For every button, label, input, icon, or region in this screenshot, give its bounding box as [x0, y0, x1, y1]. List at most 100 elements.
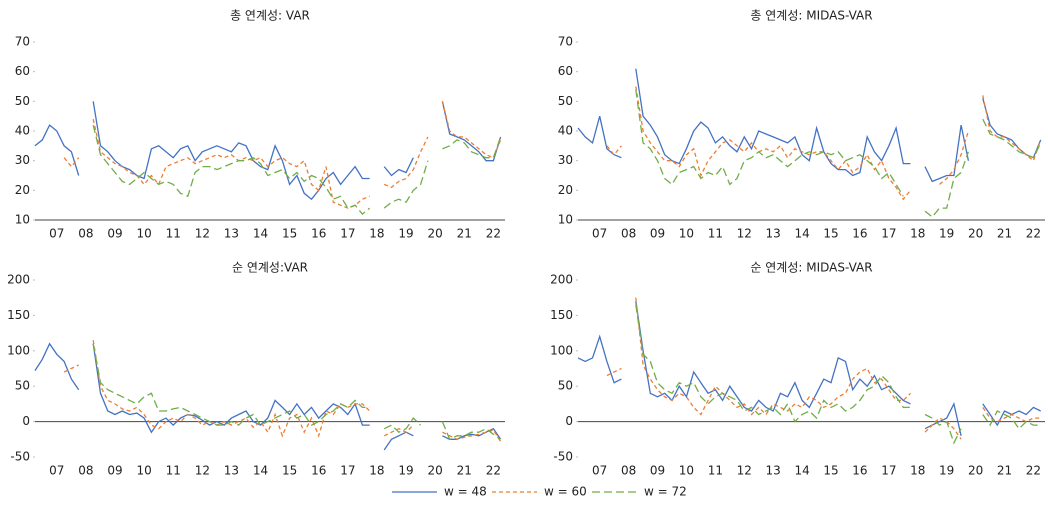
- y-tick-label: -50: [10, 450, 30, 464]
- y-tick-label: 0: [565, 414, 573, 428]
- x-tick-label: 20: [428, 464, 443, 478]
- x-tick-label: 16: [852, 227, 867, 241]
- x-tick-label: 10: [679, 464, 694, 478]
- y-tick-label: 70: [15, 35, 30, 49]
- x-tick-label: 20: [968, 464, 983, 478]
- x-tick-label: 16: [311, 464, 326, 478]
- x-tick-label: 21: [997, 227, 1012, 241]
- x-tick-label: 08: [78, 464, 93, 478]
- y-tick-label: 40: [15, 124, 30, 138]
- series-line: [577, 68, 1042, 183]
- series-line: [635, 89, 1042, 218]
- series-line: [606, 297, 1041, 440]
- series-line: [34, 101, 502, 201]
- x-tick-label: 18: [369, 464, 384, 478]
- y-tick-label: 10: [558, 213, 573, 227]
- x-tick-label: 07: [592, 227, 607, 241]
- x-tick-label: 22: [1026, 227, 1041, 241]
- series-line: [63, 340, 502, 442]
- x-tick-label: 13: [766, 464, 781, 478]
- x-tick-label: 11: [166, 464, 181, 478]
- x-tick-label: 19: [398, 227, 413, 241]
- x-tick-label: 16: [311, 227, 326, 241]
- x-tick-label: 17: [881, 464, 896, 478]
- y-tick-label: 30: [15, 153, 30, 167]
- x-tick-label: 07: [49, 464, 64, 478]
- x-tick-label: 15: [282, 464, 297, 478]
- x-tick-label: 08: [78, 227, 93, 241]
- x-tick-label: 09: [107, 227, 122, 241]
- x-tick-label: 11: [166, 227, 181, 241]
- x-tick-label: 15: [823, 227, 838, 241]
- x-tick-label: 10: [136, 227, 151, 241]
- x-tick-label: 09: [650, 227, 665, 241]
- y-tick-label: 50: [558, 94, 573, 108]
- x-tick-label: 12: [737, 464, 752, 478]
- y-tick-label: 100: [550, 343, 573, 357]
- x-tick-label: 16: [852, 464, 867, 478]
- x-tick-label: 20: [428, 227, 443, 241]
- x-tick-label: 18: [910, 464, 925, 478]
- x-tick-label: 21: [457, 227, 472, 241]
- x-tick-label: 09: [107, 464, 122, 478]
- chart-title: 총 연계성: VAR: [230, 9, 310, 23]
- x-tick-label: 13: [766, 227, 781, 241]
- x-tick-label: 10: [136, 464, 151, 478]
- y-tick-label: 200: [7, 273, 30, 287]
- x-tick-label: 14: [253, 227, 268, 241]
- x-tick-label: 08: [621, 464, 636, 478]
- y-tick-label: 200: [550, 273, 573, 287]
- x-tick-label: 10: [679, 227, 694, 241]
- x-tick-label: 14: [794, 464, 809, 478]
- y-tick-label: 0: [22, 414, 30, 428]
- y-tick-label: 60: [15, 64, 30, 78]
- legend-label: w = 60: [544, 485, 587, 499]
- x-tick-label: 12: [195, 464, 210, 478]
- series-line: [34, 342, 502, 451]
- x-tick-label: 07: [49, 227, 64, 241]
- y-tick-label: 10: [15, 213, 30, 227]
- y-tick-label: 30: [558, 153, 573, 167]
- x-tick-label: 07: [592, 464, 607, 478]
- y-tick-label: -50: [553, 450, 573, 464]
- chart-title: 총 연계성: MIDAS-VAR: [750, 9, 872, 23]
- x-tick-label: 08: [621, 227, 636, 241]
- series-line: [635, 304, 1041, 445]
- x-tick-label: 22: [486, 227, 501, 241]
- x-tick-label: 15: [823, 464, 838, 478]
- x-tick-label: 18: [910, 227, 925, 241]
- x-tick-label: 21: [997, 464, 1012, 478]
- x-tick-label: 11: [708, 227, 723, 241]
- y-tick-label: 20: [558, 183, 573, 197]
- series-line: [606, 86, 1042, 201]
- x-tick-label: 17: [340, 464, 355, 478]
- x-tick-label: 13: [224, 464, 239, 478]
- legend-label: w = 72: [644, 485, 687, 499]
- x-tick-label: 20: [968, 227, 983, 241]
- y-tick-label: 50: [15, 94, 30, 108]
- x-tick-label: 22: [1026, 464, 1041, 478]
- series-line: [577, 301, 1041, 436]
- y-tick-label: 70: [558, 35, 573, 49]
- x-tick-label: 19: [939, 464, 954, 478]
- x-tick-label: 17: [340, 227, 355, 241]
- x-tick-label: 12: [195, 227, 210, 241]
- x-tick-label: 11: [708, 464, 723, 478]
- series-line: [92, 343, 501, 441]
- x-tick-label: 12: [737, 227, 752, 241]
- x-tick-label: 17: [881, 227, 896, 241]
- y-tick-label: 50: [15, 379, 30, 393]
- chart-title: 순 연계성:VAR: [232, 261, 308, 275]
- x-tick-label: 19: [398, 464, 413, 478]
- series-line: [92, 124, 502, 216]
- legend-label: w = 48: [444, 485, 487, 499]
- y-tick-label: 150: [550, 308, 573, 322]
- x-tick-label: 13: [224, 227, 239, 241]
- y-tick-label: 150: [7, 308, 30, 322]
- x-tick-label: 14: [253, 464, 268, 478]
- chart-title: 순 연계성: MIDAS-VAR: [750, 261, 872, 275]
- x-tick-label: 19: [939, 227, 954, 241]
- x-tick-label: 18: [369, 227, 384, 241]
